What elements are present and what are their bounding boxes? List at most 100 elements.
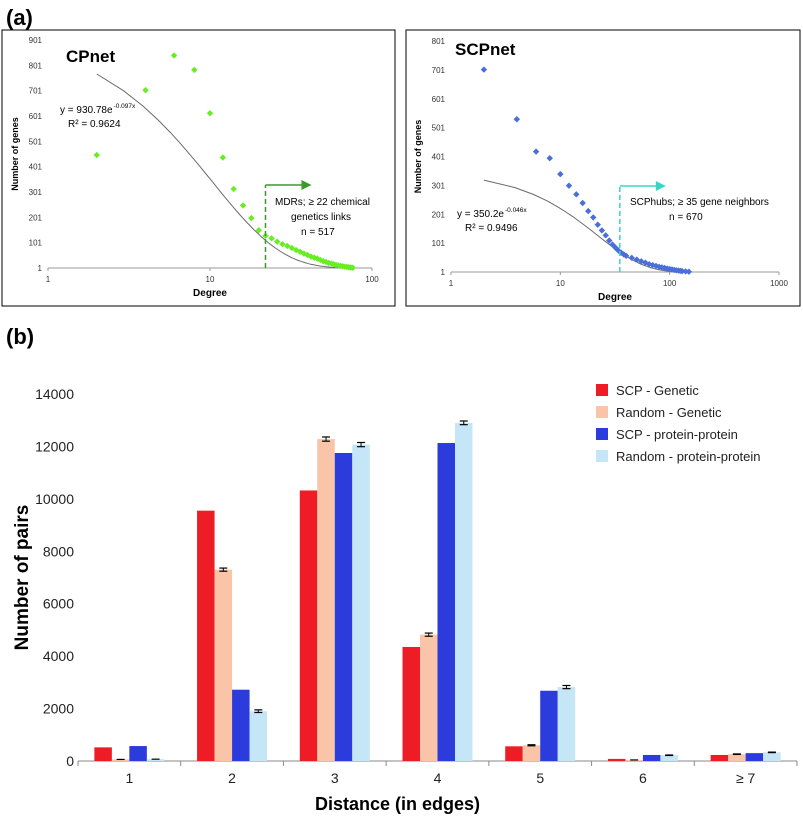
data-point [573,191,580,198]
y-tick-label: 1 [441,268,446,277]
bar [299,490,318,761]
data-point [628,254,635,262]
data-point [191,66,198,74]
legend-swatch [596,428,608,440]
fit-equation: y = 930.78e [60,105,113,116]
data-point [532,148,540,155]
y-tick-label: 601 [432,95,446,104]
fit-equation: y = 350.2e [457,209,504,220]
data-point [230,185,237,193]
data-point [288,244,296,252]
data-point [239,202,247,209]
y-tick-label: 101 [29,239,43,248]
y-axis-label: Number of genes [10,117,20,191]
data-point [590,214,597,221]
y-tick-label: 1 [38,264,43,273]
data-point [268,235,275,242]
y-tick-label: 501 [29,137,43,146]
data-point [279,240,286,248]
bar [728,754,746,761]
annotation-line: MDRs; ≥ 22 chemical [275,197,370,208]
bar [710,754,729,761]
data-point [565,182,573,189]
data-point [602,232,609,239]
legend-label: SCP - protein-protein [616,427,738,442]
bar [94,747,112,761]
data-point [633,256,640,263]
chart-title: SCPnet [455,40,516,59]
data-point [170,52,178,59]
distance-bar-chart: 0 2000 4000 6000 8000 10000 12000 14000 1 2 3 4 5 6 ≥ … [12,383,798,814]
x-tick-label: 3 [331,770,339,786]
cpnet-chart: 1 101 201 301 401 501 601 701 801 901 1 10 100 Degree… [10,36,379,299]
panel-label-a: (a) [6,5,33,30]
legend-swatch [596,406,608,418]
data-point [579,199,586,207]
data-point [349,264,356,271]
bar [505,746,523,761]
x-tick-label: 100 [365,275,379,284]
y-tick-label: 801 [432,37,446,46]
data-point [546,155,553,162]
y-tick-label: 201 [29,213,43,222]
bar [214,569,233,761]
scpnet-chart: 1 101 201 301 401 501 601 701 801 1 10 100 1000 Degre… [413,37,788,303]
y-tick-label: 101 [432,239,446,248]
x-tick-label: 10 [556,279,565,288]
data-point [615,247,622,254]
data-point [642,259,649,266]
y-axis-label: Number of pairs [12,505,33,651]
y-tick-label: 12000 [35,438,74,454]
legend-swatch [596,450,608,462]
chart-title: CPnet [66,47,115,66]
fit-equation-exponent: -0.097x [114,103,136,110]
bar [540,690,558,761]
bar [420,634,438,761]
x-axis-label: Distance (in edges) [315,794,480,814]
x-tick-label: 1 [125,770,133,786]
data-point [609,241,616,248]
y-tick-label: 301 [29,188,43,197]
data-point [513,116,521,123]
x-axis-label: Degree [193,288,227,299]
bar [111,759,130,761]
annotation-line: n = 517 [301,227,335,238]
bar [334,452,353,761]
data-point [274,238,281,245]
bar [522,745,541,761]
annotation-line: n = 670 [669,212,703,223]
data-point [206,110,214,117]
x-tick-label: 2 [228,770,236,786]
bar [607,758,626,761]
y-tick-label: 2000 [43,701,74,717]
data-point [248,214,255,222]
data-point [646,261,653,268]
y-tick-label: 801 [29,61,43,70]
y-tick-label: 701 [432,66,446,75]
threshold-arrow-head [655,181,666,191]
data-point [292,246,300,254]
fit-equation-exponent: -0.046x [505,207,527,214]
y-tick-label: 701 [29,87,43,96]
fit-r-squared: R² = 0.9624 [68,119,121,130]
data-point [622,252,630,260]
data-point [612,244,619,251]
data-point [284,242,291,250]
y-tick-label: 10000 [35,491,74,507]
annotation-line: SCPhubs; ≥ 35 gene neighbors [630,197,769,208]
x-tick-label: 5 [536,770,544,786]
data-point [598,227,606,234]
legend-label: Random - protein-protein [616,449,761,464]
bar [317,439,335,761]
bar [129,746,147,761]
y-tick-label: 6000 [43,596,74,612]
y-tick-label: 501 [432,124,446,133]
bar [249,711,268,761]
x-tick-label: 10 [206,275,215,284]
x-tick-label: 1 [46,275,51,284]
bar [455,422,473,761]
legend-label: SCP - Genetic [616,383,699,398]
data-point [557,170,564,178]
x-tick-label: 1 [449,279,454,288]
